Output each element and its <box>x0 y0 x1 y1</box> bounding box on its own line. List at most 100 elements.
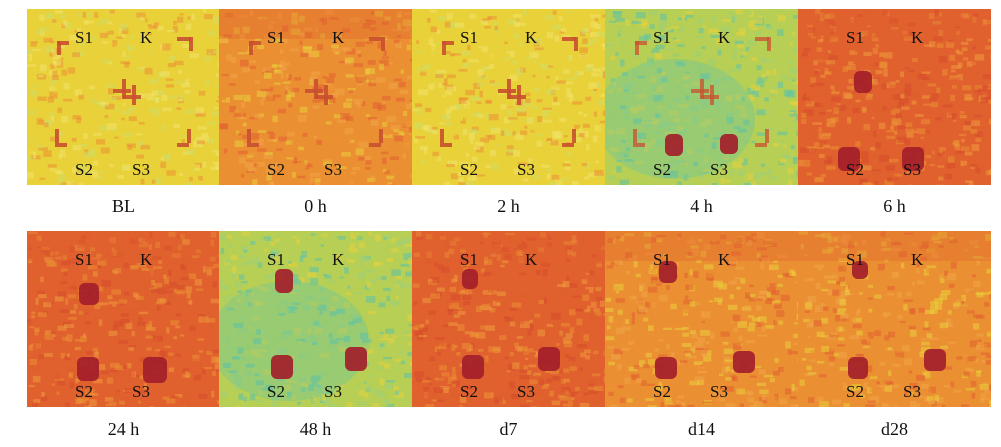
texture-speck <box>637 75 645 79</box>
texture-speck <box>962 57 969 61</box>
texture-speck <box>481 66 488 72</box>
texture-speck <box>536 99 543 103</box>
texture-speck <box>142 236 149 242</box>
texture-speck <box>743 52 747 56</box>
texture-speck <box>895 80 900 83</box>
texture-speck <box>250 133 260 140</box>
texture-speck <box>809 359 816 363</box>
texture-speck <box>56 128 67 134</box>
texture-speck <box>438 122 445 125</box>
texture-speck <box>108 330 118 337</box>
texture-speck <box>237 328 247 333</box>
texture-speck <box>906 291 912 297</box>
texture-speck <box>640 62 650 66</box>
texture-speck <box>220 284 230 291</box>
texture-speck <box>187 311 195 315</box>
texture-speck <box>203 57 211 62</box>
texture-speck <box>745 17 749 24</box>
texture-speck <box>63 271 68 276</box>
texture-speck <box>238 274 245 280</box>
texture-speck <box>502 246 510 253</box>
texture-speck <box>988 384 991 392</box>
texture-speck <box>230 73 238 79</box>
texture-speck <box>340 76 345 79</box>
texture-speck <box>459 249 466 254</box>
texture-speck <box>105 318 109 322</box>
texture-speck <box>868 284 874 288</box>
texture-speck <box>237 52 247 55</box>
texture-speck <box>368 310 376 315</box>
texture-speck <box>49 312 59 318</box>
texture-speck <box>396 106 407 112</box>
texture-speck <box>276 302 280 308</box>
texture-speck <box>365 296 376 303</box>
texture-speck <box>64 58 70 65</box>
texture-speck <box>924 155 932 158</box>
texture-speck <box>813 32 817 37</box>
texture-speck <box>989 240 991 248</box>
texture-speck <box>310 123 315 129</box>
texture-speck <box>405 271 412 277</box>
texture-speck <box>90 36 96 41</box>
texture-speck <box>549 390 554 397</box>
texture-speck <box>958 133 967 137</box>
texture-speck <box>253 257 260 264</box>
texture-speck <box>312 394 316 402</box>
texture-speck <box>625 147 631 152</box>
texture-speck <box>539 232 546 238</box>
texture-speck <box>921 341 930 346</box>
texture-speck <box>297 341 303 344</box>
texture-speck <box>441 266 450 274</box>
texture-speck <box>291 18 299 25</box>
texture-speck <box>27 319 32 325</box>
texture-speck <box>713 390 719 396</box>
texture-speck <box>528 158 533 163</box>
texture-speck <box>946 163 956 169</box>
texture-speck <box>760 296 767 301</box>
texture-speck <box>403 253 411 261</box>
texture-speck <box>667 162 676 167</box>
texture-speck <box>674 262 679 267</box>
texture-speck <box>616 244 626 247</box>
texture-speck <box>245 161 254 168</box>
texture-speck <box>777 14 786 22</box>
texture-speck <box>815 177 823 182</box>
texture-speck <box>611 270 622 277</box>
texture-speck <box>763 374 774 378</box>
texture-speck <box>526 400 533 403</box>
texture-speck <box>882 10 888 16</box>
texture-speck <box>386 116 396 123</box>
texture-speck <box>334 51 340 55</box>
texture-speck <box>762 109 770 115</box>
texture-speck <box>137 93 146 98</box>
texture-speck <box>612 80 617 87</box>
texture-speck <box>125 55 130 59</box>
texture-speck <box>291 302 301 305</box>
texture-speck <box>775 140 786 148</box>
texture-speck <box>529 352 537 355</box>
texture-speck <box>257 130 267 133</box>
texture-speck <box>221 73 229 76</box>
texture-speck <box>613 27 623 35</box>
texture-speck <box>484 355 489 363</box>
texture-speck <box>988 169 991 175</box>
texture-speck <box>478 349 484 352</box>
warm-region <box>412 231 605 261</box>
texture-speck <box>728 280 737 285</box>
texture-speck <box>290 168 295 174</box>
texture-speck <box>536 140 543 147</box>
texture-speck <box>477 82 483 87</box>
texture-speck <box>370 79 376 84</box>
texture-speck <box>804 347 815 354</box>
texture-speck <box>403 394 411 397</box>
texture-speck <box>307 335 317 343</box>
texture-speck <box>398 131 404 136</box>
texture-speck <box>574 124 580 129</box>
texture-speck <box>140 15 145 21</box>
texture-speck <box>195 107 205 115</box>
texture-speck <box>970 120 981 127</box>
texture-speck <box>783 367 791 372</box>
texture-speck <box>976 292 984 298</box>
texture-speck <box>793 322 798 325</box>
texture-speck <box>198 316 209 323</box>
